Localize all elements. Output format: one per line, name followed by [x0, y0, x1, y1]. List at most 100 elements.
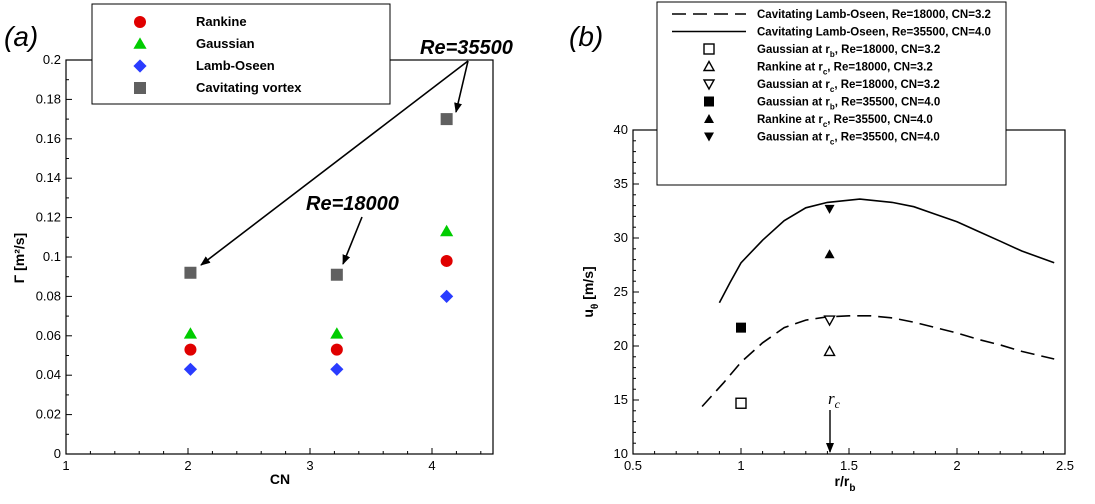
point-rankine-at-rc-re-18000-cn-3-2	[823, 344, 836, 357]
panel-b-x-tick-label: 1	[737, 458, 744, 473]
panel-a-y-tick-label: 0.02	[36, 407, 61, 422]
legend-marker-lamb-oseen	[133, 59, 147, 73]
panel-a-x-tick-label: 1	[62, 458, 69, 473]
point-gaussian-at-rc-re-18000-cn-3-2	[823, 315, 836, 327]
panel-b-y-axis-label: uθ [m/s]	[580, 266, 601, 317]
point-cavitating-vortex	[440, 113, 453, 126]
panel-b-y-axis-label-sub: θ	[590, 304, 601, 309]
legend-label-gaussian-at-rc-re-18000-cn-3-2: Gaussian at rc, Re=18000, CN=3.2	[757, 79, 940, 94]
point-gaussian	[440, 224, 454, 237]
panel-b-y-tick-label: 20	[614, 338, 628, 353]
panel-b-legend: Cavitating Lamb-Oseen, Re=18000, CN=3.2 C…	[672, 9, 991, 147]
point-lamb-oseen	[330, 362, 344, 376]
panel-a-x-tick-label: 2	[184, 458, 191, 473]
annotation-re-35500: Re=35500	[420, 37, 513, 59]
legend-marker-rankine	[134, 16, 146, 28]
point-gaussian-at-rb-re-18000-cn-3-2	[735, 397, 747, 409]
legend-marker-cavitating-vortex	[134, 82, 146, 94]
legend-label-rankine-at-rc-re-35500-cn-4-0: Rankine at rc, Re=35500, CN=4.0	[757, 114, 933, 129]
panel-a-y-tick-label: 0.12	[36, 210, 61, 225]
curve-cavitating-lamb-oseen-re-35500-cn-4-0	[718, 198, 1055, 304]
annotation-re-18000: Re=18000	[306, 193, 399, 215]
point-gaussian-at-rb-re-35500-cn-4-0	[736, 322, 746, 333]
panel-a-y-tick-label: 0.18	[36, 91, 61, 106]
panel-b-y-tick-label: 30	[614, 230, 628, 245]
panel-a-y-tick-label: 0.08	[36, 288, 61, 303]
point-cavitating-vortex	[330, 268, 343, 281]
point-rankine	[184, 343, 197, 356]
panel-b-y-tick-label: 15	[614, 392, 628, 407]
legend-marker-rankine-at-rc-re-18000-cn-3-2	[702, 60, 716, 72]
annotation-arrow-to-cn2	[200, 60, 469, 266]
curve-cavitating-lamb-oseen-re-18000-cn-3-2	[701, 315, 1055, 408]
legend-label-gaussian: Gaussian	[196, 36, 255, 51]
rc-marker-label-sub: c	[835, 397, 841, 411]
panel-b-y-axis-label-main: u	[580, 309, 596, 318]
legend-label-gaussian-at-rb-re-35500-cn-4-0: Gaussian at rb, Re=35500, CN=4.0	[757, 97, 940, 112]
legend-marker-gaussian-at-rc-re-35500-cn-4-0	[704, 132, 714, 142]
panel-a-legend: Rankine Gaussian Lamb-Oseen Cavitating vort…	[133, 14, 302, 95]
panel-a-y-tick-label: 0.2	[43, 52, 61, 67]
point-gaussian-at-rc-re-35500-cn-4-0	[824, 204, 835, 214]
panel-b-y-tick-label: 40	[614, 122, 628, 137]
panel-a-data-points	[183, 113, 454, 376]
legend-label-gaussian-at-rb-re-18000-cn-3-2: Gaussian at rb, Re=18000, CN=3.2	[757, 44, 940, 59]
point-gaussian	[183, 327, 198, 339]
panel-b-y-tick-label: 35	[614, 176, 628, 191]
panel-b-x-axis-label: r/rb	[835, 473, 856, 494]
legend-label-rankine-at-rc-re-18000-cn-3-2: Rankine at rc, Re=18000, CN=3.2	[757, 62, 933, 77]
panel-b-letter: (b)	[569, 21, 603, 52]
legend-label-gaussian-at-rc-re-35500-cn-4-0: Gaussian at rc, Re=35500, CN=4.0	[757, 132, 940, 147]
panel-a-chart: (a) 1 2 3 4 0 0.02 0.04 0.06 0.08 0.1 0.12 0.14 0.16…	[4, 3, 513, 487]
rc-marker-label-main: r	[828, 389, 835, 408]
annotation-arrow-to-cn4	[454, 60, 469, 113]
legend-label-cavitating-lamb-oseen-re-18000-cn-3-2: Cavitating Lamb-Oseen, Re=18000, CN=3.2	[757, 9, 991, 21]
panel-b-x-axis-label-sub: b	[849, 483, 855, 494]
point-lamb-oseen	[183, 362, 198, 376]
panel-a-y-tick-label: 0.14	[36, 170, 61, 185]
panel-a-y-tick-label: 0.06	[36, 328, 61, 343]
point-rankine-at-rc-re-35500-cn-4-0	[824, 249, 835, 259]
panel-a-plot-frame	[65, 59, 494, 455]
panel-a-y-tick-label: 0.1	[43, 249, 61, 264]
panel-b-x-tick-label: 2.5	[1056, 458, 1074, 473]
panel-a-x-tick-label: 3	[306, 458, 313, 473]
point-cavitating-vortex	[184, 266, 197, 279]
panel-b-x-tick-label: 1.5	[840, 458, 858, 473]
panel-b-x-tick-label: 2	[953, 458, 960, 473]
panel-b-y-tick-label: 25	[614, 284, 628, 299]
legend-marker-gaussian	[133, 37, 147, 49]
panel-a-y-tick-label: 0.04	[36, 367, 61, 382]
legend-label-rankine: Rankine	[196, 14, 247, 29]
panel-b-chart: (b) 0.5 1 1.5 2 2.5 10 15 20 25 30 35 40 r/rb uθ [m…	[569, 1, 1075, 494]
panel-b-curves	[701, 198, 1055, 408]
panel-a-axes: 1 2 3 4 0 0.02 0.04 0.06 0.08 0.1 0.12 0.14 0.16 0.18…	[36, 52, 482, 473]
panel-b-y-axis-label-unit: [m/s]	[580, 266, 596, 303]
panel-b-data-points	[735, 204, 836, 409]
point-rankine	[440, 254, 453, 267]
legend-marker-gaussian-at-rb-re-18000-cn-3-2	[703, 43, 715, 55]
legend-marker-gaussian-at-rc-re-18000-cn-3-2	[702, 79, 716, 91]
panel-a-y-tick-label: 0	[54, 446, 61, 461]
point-lamb-oseen	[440, 289, 454, 303]
panel-a-y-tick-label: 0.16	[36, 131, 61, 146]
point-gaussian	[330, 327, 344, 339]
legend-marker-gaussian-at-rb-re-35500-cn-4-0	[704, 96, 714, 107]
panel-b-x-axis-label-main: r/r	[835, 473, 850, 489]
point-rankine	[330, 343, 343, 356]
rc-marker-label: rc	[828, 389, 841, 411]
panel-a-x-axis-label: CN	[270, 471, 290, 487]
annotation-arrow-to-cn3	[342, 216, 363, 265]
legend-label-lamb-oseen: Lamb-Oseen	[196, 58, 275, 73]
panel-b-legend-box	[656, 1, 1007, 186]
panel-b-axes: 0.5 1 1.5 2 2.5 10 15 20 25 30 35 40	[614, 122, 1075, 473]
legend-label-cavitating-vortex: Cavitating vortex	[196, 80, 302, 95]
panel-b-x-tick-label: 0.5	[624, 458, 642, 473]
legend-marker-rankine-at-rc-re-35500-cn-4-0	[704, 114, 714, 123]
panel-b-y-tick-label: 10	[614, 446, 628, 461]
legend-label-cavitating-lamb-oseen-re-35500-cn-4-0: Cavitating Lamb-Oseen, Re=35500, CN=4.0	[757, 27, 991, 39]
panel-a-y-axis-label: Γ [m²/s]	[11, 233, 27, 283]
panel-a-letter: (a)	[4, 21, 38, 52]
panel-a-x-tick-label: 4	[428, 458, 435, 473]
